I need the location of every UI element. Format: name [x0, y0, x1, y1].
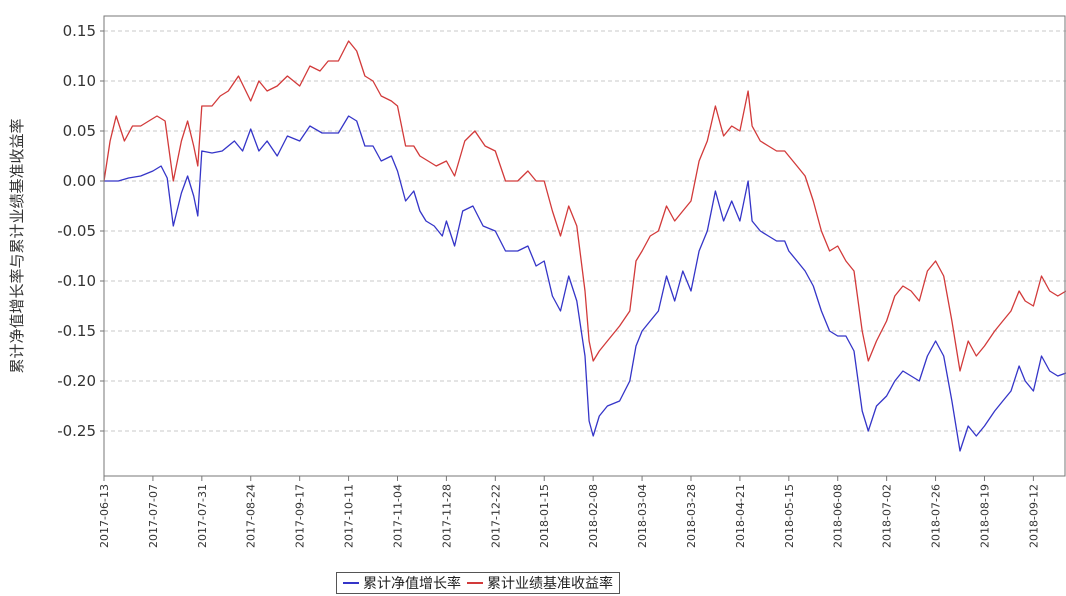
y-tick-label: 0.15 — [63, 22, 96, 40]
x-tick-label: 2018-03-28 — [685, 484, 698, 548]
legend-item-nav: 累计净值增长率 — [343, 573, 461, 593]
x-tick-label: 2018-01-15 — [538, 484, 551, 548]
x-axis: 2017-06-13 2017-07-07 2017-07-31 2017-08-24… — [98, 476, 1040, 548]
y-axis: -0.25 -0.20 -0.15 -0.10 -0.05 0.00 0.05 0.10 0.1… — [57, 22, 104, 440]
y-tick-label: -0.10 — [57, 272, 96, 290]
x-tick-label: 2018-04-21 — [734, 484, 747, 548]
x-tick-label: 2018-05-15 — [783, 484, 796, 548]
y-tick-label: -0.15 — [57, 322, 96, 340]
x-tick-label: 2017-11-04 — [391, 484, 404, 548]
y-tick-label: -0.25 — [57, 422, 96, 440]
plot-frame — [103, 15, 1066, 477]
y-tick-label: -0.05 — [57, 222, 96, 240]
x-tick-label: 2018-08-19 — [978, 484, 991, 548]
series-line-nav — [104, 115, 1066, 452]
y-tick-label: 0.10 — [63, 72, 96, 90]
x-tick-label: 2017-08-24 — [245, 484, 258, 548]
legend-swatch-blue — [343, 582, 359, 584]
x-tick-label: 2018-06-08 — [832, 484, 845, 548]
x-tick-label: 2017-09-17 — [294, 484, 307, 548]
x-tick-label: 2018-07-02 — [881, 484, 894, 548]
x-tick-label: 2018-03-04 — [636, 484, 649, 548]
x-tick-label: 2017-06-13 — [98, 484, 111, 548]
y-tick-label: -0.20 — [57, 372, 96, 390]
y-tick-label: 0.00 — [63, 172, 96, 190]
x-tick-label: 2018-07-26 — [930, 484, 943, 548]
x-tick-label: 2017-12-22 — [489, 484, 502, 548]
legend: 累计净值增长率 累计业绩基准收益率 — [336, 572, 620, 594]
x-tick-label: 2017-11-28 — [440, 484, 453, 548]
legend-swatch-red — [467, 582, 483, 584]
x-tick-label: 2018-09-12 — [1027, 484, 1040, 548]
x-tick-label: 2017-07-31 — [196, 484, 209, 548]
legend-item-benchmark: 累计业绩基准收益率 — [467, 573, 613, 593]
y-axis-label: 累计净值增长率与累计业绩基准收益率 — [8, 118, 26, 373]
grid-lines — [104, 30, 1066, 432]
x-tick-label: 2017-07-07 — [147, 484, 160, 548]
series-lines — [103, 40, 1066, 452]
y-tick-label: 0.05 — [63, 122, 96, 140]
x-tick-label: 2017-10-11 — [343, 484, 356, 548]
x-tick-label: 2018-02-08 — [587, 484, 600, 548]
series-line-benchmark — [103, 40, 1066, 372]
legend-label-nav: 累计净值增长率 — [363, 576, 461, 592]
legend-label-benchmark: 累计业绩基准收益率 — [487, 576, 613, 592]
